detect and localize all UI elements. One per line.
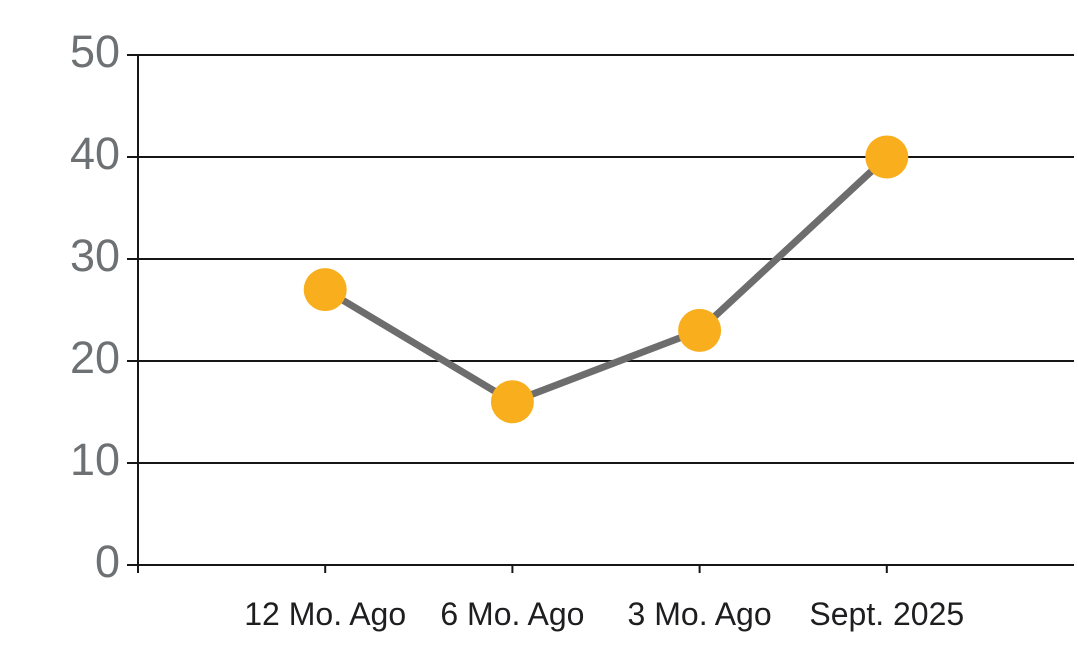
y-axis-tick-label: 0	[95, 536, 120, 587]
data-point-marker	[303, 268, 347, 312]
y-axis-tick-label: 50	[70, 26, 120, 77]
trend-line	[321, 153, 891, 406]
y-axis-tick-label: 30	[70, 230, 120, 281]
y-axis-tick-label: 20	[70, 332, 120, 383]
y-axis-tick-label: 40	[70, 128, 120, 179]
x-axis-tick-label: 6 Mo. Ago	[440, 596, 584, 632]
y-axis-tick-label: 10	[70, 434, 120, 485]
x-axis-tick-label: 12 Mo. Ago	[244, 596, 406, 632]
data-point-marker	[678, 308, 722, 352]
x-axis-tick-label: Sept. 2025	[809, 596, 964, 632]
data-point-marker	[490, 380, 534, 424]
data-point-marker	[865, 135, 909, 179]
x-axis-tick-label: 3 Mo. Ago	[628, 596, 772, 632]
